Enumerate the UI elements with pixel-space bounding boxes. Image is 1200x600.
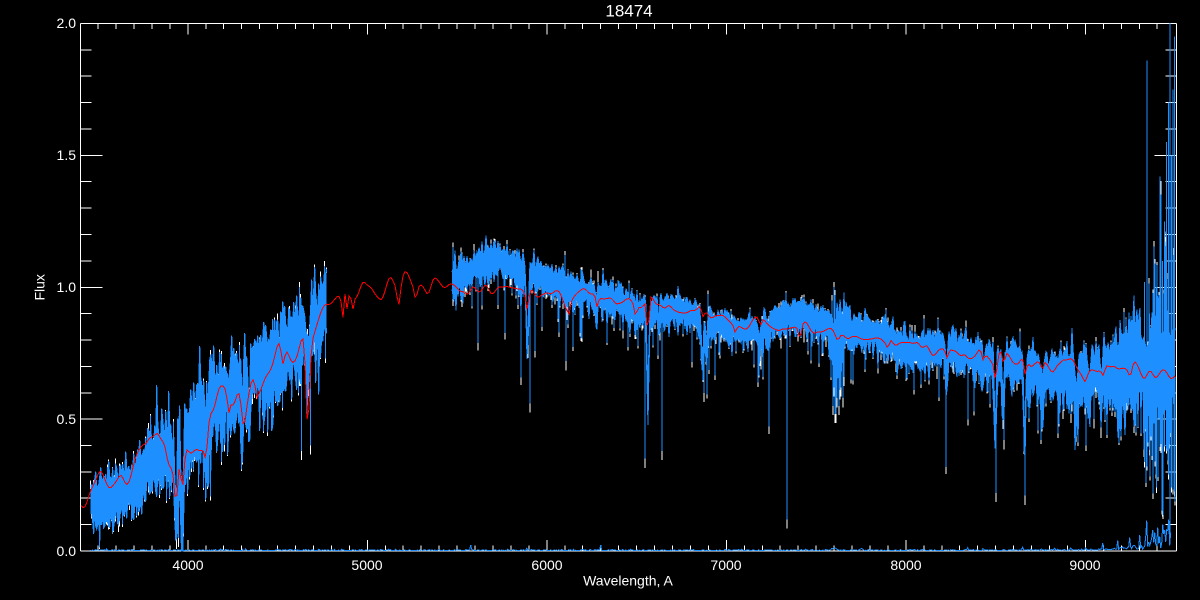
svg-text:0.0: 0.0 [57,543,77,559]
svg-text:6000: 6000 [531,557,562,573]
svg-text:5000: 5000 [351,557,382,573]
svg-text:Wavelength, A: Wavelength, A [583,573,673,589]
svg-text:7000: 7000 [710,557,741,573]
svg-text:1.0: 1.0 [57,279,77,295]
svg-text:8000: 8000 [890,557,921,573]
svg-text:0.5: 0.5 [57,411,77,427]
svg-text:Flux: Flux [32,274,48,300]
svg-text:4000: 4000 [172,557,203,573]
svg-text:1.5: 1.5 [57,147,77,163]
svg-text:9000: 9000 [1069,557,1100,573]
svg-text:2.0: 2.0 [57,15,77,31]
svg-text:18474: 18474 [605,2,652,21]
